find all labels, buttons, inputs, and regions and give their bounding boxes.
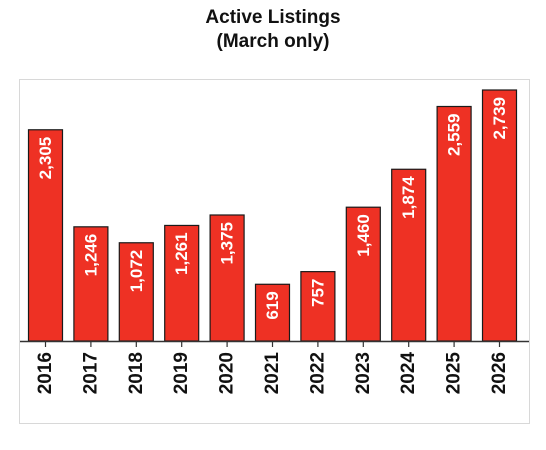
x-tick-label-2024: 2024 <box>398 352 419 395</box>
x-tick-label-2018: 2018 <box>126 352 147 394</box>
x-tick-label-2023: 2023 <box>353 352 374 394</box>
value-label-2023: 1,460 <box>354 214 373 257</box>
x-tick-label-2022: 2022 <box>307 352 328 394</box>
value-label-2022: 757 <box>308 279 327 307</box>
value-label-2024: 1,874 <box>399 176 418 219</box>
x-tick-label-2021: 2021 <box>262 352 283 395</box>
value-label-2026: 2,739 <box>490 97 509 140</box>
x-tick-label-2016: 2016 <box>35 352 56 394</box>
value-label-2025: 2,559 <box>445 113 464 156</box>
value-label-2020: 1,375 <box>218 222 237 265</box>
value-label-2016: 2,305 <box>36 137 55 180</box>
x-tick-label-2020: 2020 <box>217 352 238 394</box>
bar-2016 <box>27 129 64 342</box>
x-tick-label-2025: 2025 <box>444 352 465 395</box>
chart-title-line-2: (March only) <box>216 31 330 52</box>
x-tick-label-2017: 2017 <box>80 352 101 394</box>
bar-2017 <box>73 226 109 342</box>
value-label-2019: 1,261 <box>172 232 191 275</box>
value-label-2018: 1,072 <box>127 250 146 293</box>
x-tick-label-2019: 2019 <box>171 352 192 394</box>
x-tick-label-2026: 2026 <box>489 352 510 394</box>
bar-2024 <box>391 168 427 342</box>
value-label-2017: 1,246 <box>81 234 100 277</box>
plot-frame <box>19 79 530 424</box>
bar-2025 <box>436 105 472 342</box>
bar-2023 <box>345 206 381 342</box>
value-label-2021: 619 <box>263 291 282 319</box>
chart-title-line-1: Active Listings <box>205 7 341 28</box>
chart-title: Active Listings (March only) <box>0 6 546 54</box>
